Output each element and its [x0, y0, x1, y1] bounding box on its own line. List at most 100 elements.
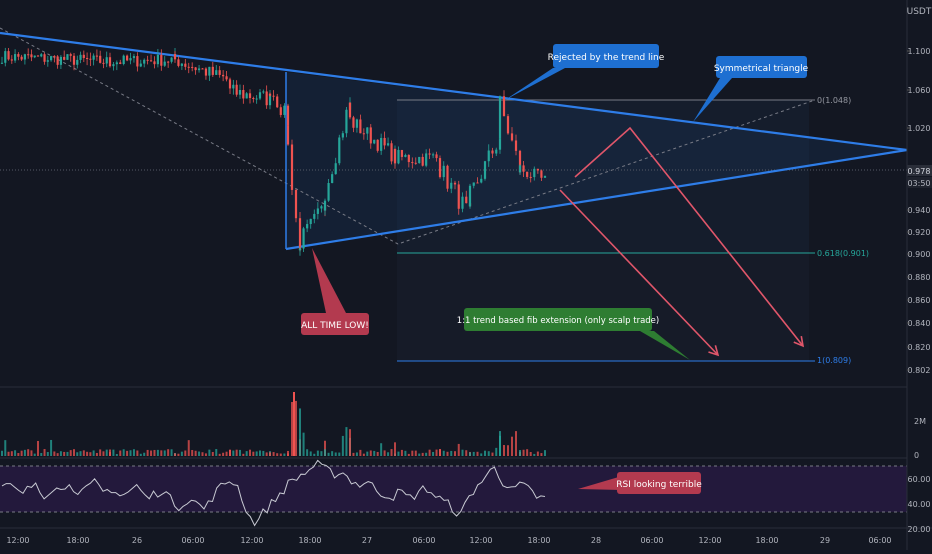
callout-fib-extension[interactable]: 1:1 trend based fib extension (only scal…: [457, 308, 690, 360]
time-tick-label: 29: [820, 536, 830, 545]
candle-body: [56, 56, 59, 65]
candle-body: [265, 91, 268, 106]
callout-rejected[interactable]: Rejected by the trend line: [505, 44, 665, 100]
candle-body: [298, 218, 302, 251]
candle-body: [85, 57, 89, 59]
fib-level-1-label: 1(0.809): [817, 356, 851, 365]
volume-bar: [115, 453, 118, 456]
callout-fib-extension-text: 1:1 trend based fib extension (only scal…: [457, 316, 659, 326]
volume-bar: [309, 451, 312, 456]
candle-body: [218, 70, 221, 75]
volume-bar: [76, 452, 79, 456]
candle-body: [491, 150, 494, 154]
volume-bar: [105, 449, 108, 456]
volume-bar: [469, 452, 471, 456]
volume-bar: [293, 392, 295, 456]
price-tick-label: 1.100: [908, 47, 931, 56]
time-tick-label: 18:00: [527, 536, 550, 545]
volume-bar: [404, 450, 407, 456]
volume-bar: [23, 449, 26, 456]
candle-body: [122, 55, 125, 65]
candle-body: [143, 59, 146, 64]
time-tick-label: 12:00: [469, 536, 492, 545]
callout-rsi[interactable]: RSI looking terrible: [578, 472, 702, 494]
candle-body: [407, 154, 410, 163]
callout-atl-text: ALL TIME LOW!: [301, 321, 369, 331]
volume-bar: [163, 450, 166, 456]
volume-bar: [366, 451, 369, 456]
volume-bar: [272, 452, 275, 456]
candle-body: [17, 54, 20, 57]
candle-body: [76, 59, 79, 65]
candle-body: [397, 150, 400, 164]
volume-bar: [37, 440, 39, 456]
volume-bar: [265, 452, 268, 456]
volume-bar: [338, 452, 341, 456]
volume-bar: [503, 445, 505, 456]
time-tick-label: 18:00: [298, 536, 321, 545]
volume-bar: [69, 450, 72, 456]
volume-bar: [249, 449, 251, 456]
volume-bar: [352, 452, 355, 456]
volume-bar: [540, 453, 543, 456]
fib-zone-lower: [397, 253, 809, 361]
volume-bar: [472, 451, 475, 456]
candle-body: [309, 218, 312, 225]
volume-bar: [480, 453, 483, 456]
candle-body: [476, 182, 479, 184]
candle-body: [23, 54, 27, 60]
volume-bar: [279, 453, 282, 456]
volume-bar: [86, 451, 89, 456]
time-tick-label: 06:00: [640, 536, 663, 545]
volume-bar: [446, 451, 449, 456]
volume-bar: [495, 447, 498, 456]
countdown-box: [907, 177, 932, 188]
volume-bar: [283, 453, 286, 456]
volume-bar: [73, 449, 75, 456]
volume-bar: [519, 450, 521, 456]
candle-body: [298, 248, 302, 251]
time-tick-label: 06:00: [181, 536, 204, 545]
rsi-band: [0, 466, 907, 512]
volume-bar: [313, 453, 316, 456]
candle-body: [72, 55, 76, 65]
candle-body: [498, 96, 502, 139]
volume-bar: [302, 432, 305, 456]
time-tick-label: 18:00: [66, 536, 89, 545]
volume-bar: [324, 449, 326, 456]
volume-bar: [387, 452, 390, 456]
candle-body: [404, 154, 407, 157]
volume-bar: [4, 440, 7, 456]
volume-bar: [208, 449, 211, 456]
candle-body: [431, 154, 435, 156]
candle-body: [33, 55, 36, 58]
volume-bar: [522, 449, 525, 456]
time-tick-label: 27: [362, 536, 372, 545]
candle-body: [43, 54, 46, 62]
rsi-tick-label: 20.00: [908, 525, 931, 534]
volume-bar: [295, 400, 297, 456]
volume-bar: [276, 453, 279, 456]
volume-bar: [27, 449, 30, 456]
volume-bar: [418, 453, 421, 456]
price-tick-label: 0.820: [908, 343, 931, 352]
volume-bar: [143, 452, 146, 456]
callout-triangle[interactable]: Symmetrical triangle: [693, 56, 809, 122]
volume-bar: [146, 449, 149, 456]
candle-body: [225, 76, 228, 80]
volume-bar: [204, 453, 207, 456]
candle-body: [268, 93, 272, 106]
callout-atl[interactable]: ALL TIME LOW!: [301, 248, 369, 335]
candle-body: [495, 149, 498, 154]
volume-bar: [218, 453, 221, 456]
candle-body: [533, 168, 536, 178]
time-tick-label: 18:00: [755, 536, 778, 545]
candle-body: [352, 117, 355, 128]
candle-body: [245, 93, 248, 99]
volume-bar: [355, 452, 358, 456]
volume-bar: [225, 451, 228, 456]
volume-bar: [369, 450, 372, 456]
volume-bar: [316, 450, 319, 456]
candle-body: [362, 133, 365, 135]
